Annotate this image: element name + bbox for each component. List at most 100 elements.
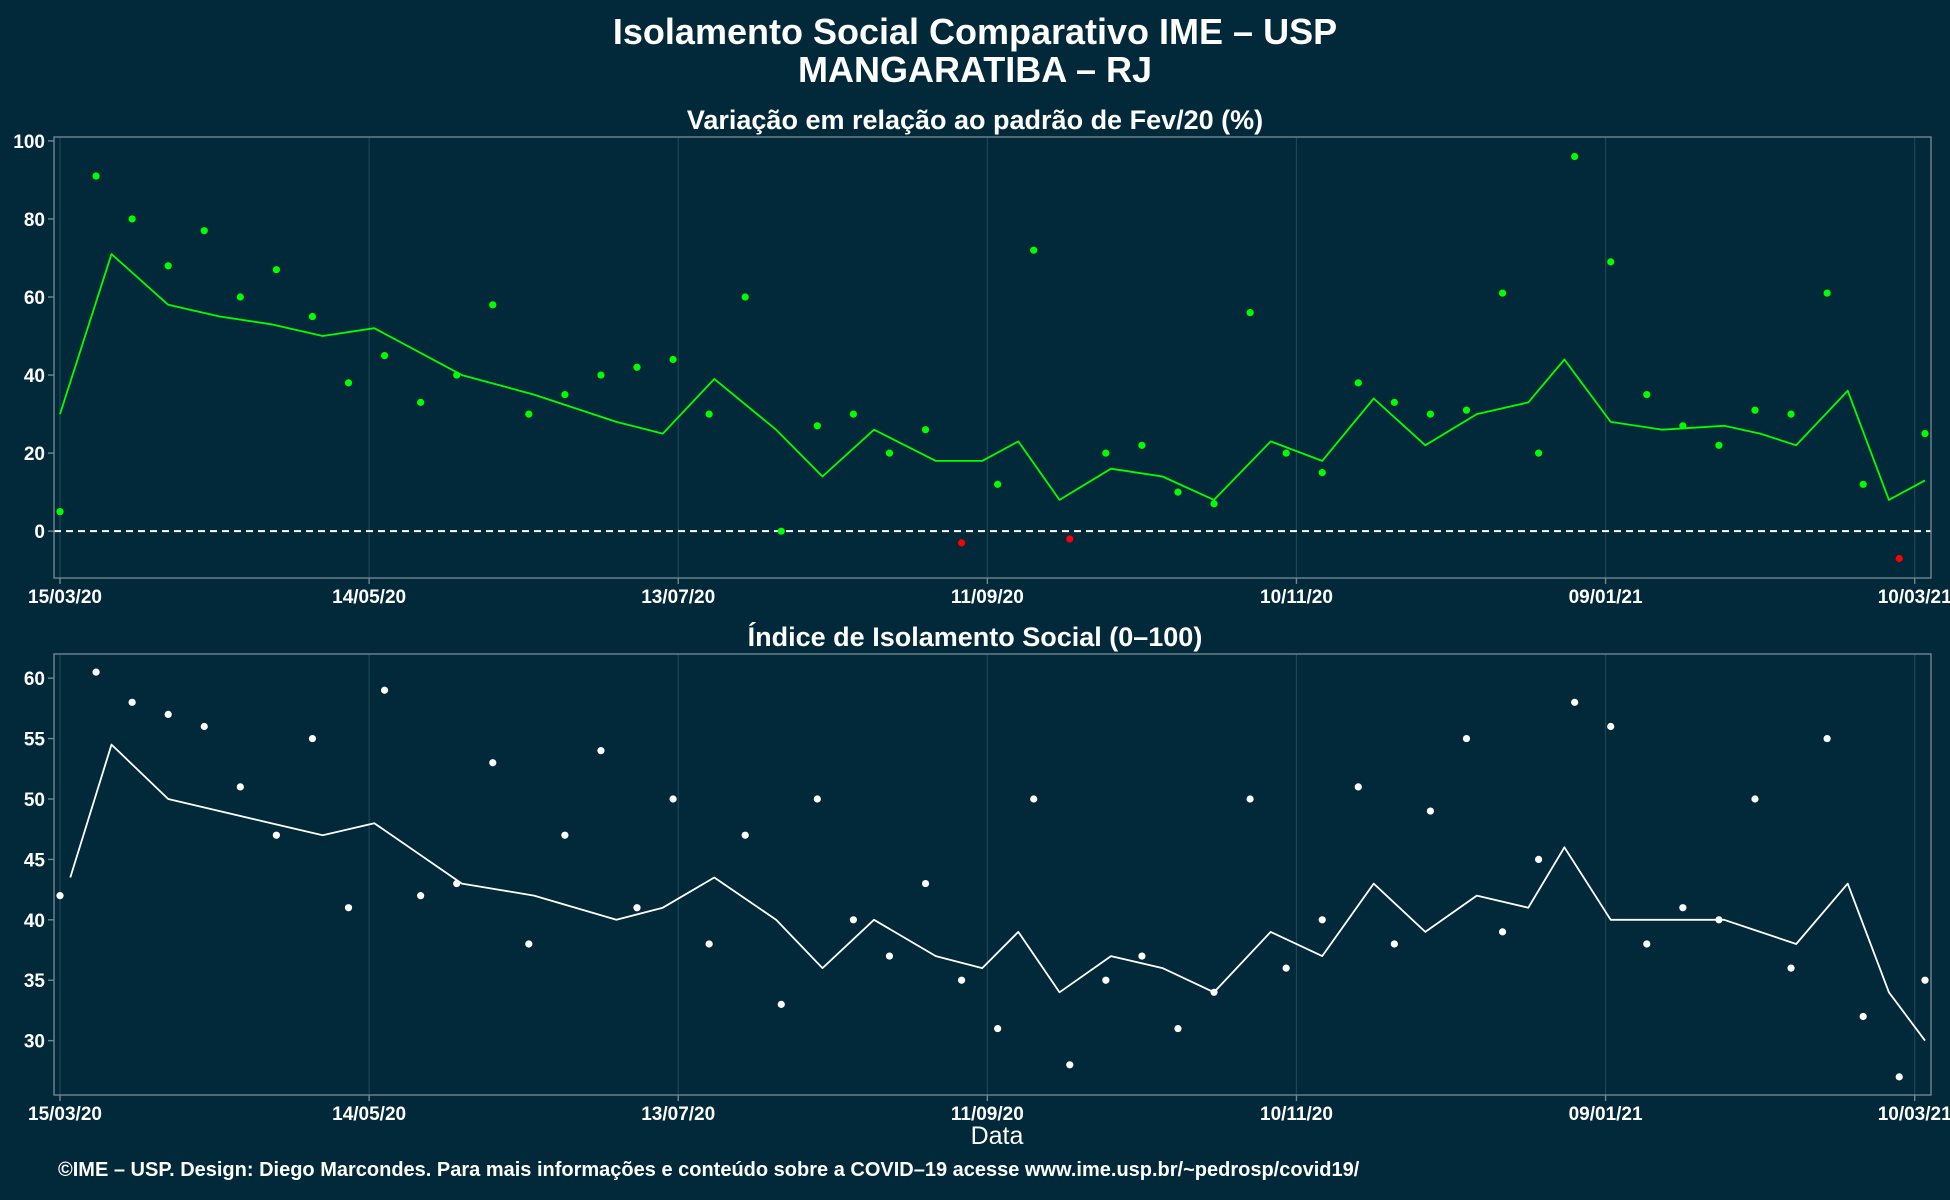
- y-tick-label: 0: [34, 522, 45, 543]
- y-tick-label: 35: [24, 971, 46, 992]
- data-point: [1066, 535, 1074, 543]
- data-point: [308, 734, 317, 743]
- data-point: [1751, 795, 1759, 803]
- data-point: [1102, 976, 1110, 984]
- x-tick-label: 10/11/20: [1260, 587, 1333, 608]
- data-point: [1895, 554, 1903, 563]
- data-point: [272, 831, 280, 839]
- data-point: [1210, 500, 1218, 508]
- moving-average-line: [59, 253, 1926, 501]
- data-point: [741, 831, 749, 839]
- data-point: [957, 539, 966, 547]
- data-point: [1462, 734, 1471, 743]
- data-point: [1426, 807, 1435, 815]
- data-point: [1390, 398, 1398, 406]
- x-tick-label: 10/03/21: [1878, 587, 1950, 608]
- chart-subtitle: MANGARATIBA – RJ: [798, 49, 1152, 90]
- data-point: [164, 710, 172, 719]
- y-tick-label: 40: [24, 911, 45, 932]
- data-point: [1535, 449, 1543, 457]
- data-point: [1643, 940, 1651, 948]
- data-point: [1390, 940, 1398, 948]
- data-point: [1895, 1073, 1903, 1081]
- data-point: [1823, 289, 1831, 297]
- data-point: [525, 940, 533, 948]
- y-tick-label: 80: [24, 210, 45, 231]
- data-point: [1174, 488, 1182, 496]
- data-point: [1607, 722, 1615, 731]
- data-point: [669, 355, 677, 364]
- data-point: [1921, 976, 1929, 984]
- x-tick-label: 15/03/20: [28, 1104, 102, 1125]
- data-point: [633, 363, 641, 371]
- data-point: [1921, 430, 1929, 438]
- data-point: [1859, 1012, 1867, 1021]
- data-point: [1282, 449, 1290, 457]
- data-point: [56, 892, 64, 900]
- data-point: [777, 527, 785, 535]
- data-point: [669, 795, 677, 803]
- x-tick-label: 11/09/20: [951, 1104, 1024, 1125]
- data-point: [489, 759, 497, 767]
- data-point: [1426, 410, 1435, 418]
- data-point: [1571, 152, 1579, 161]
- data-point: [92, 172, 100, 180]
- panel-1-title: Variação em relação ao padrão de Fev/20 …: [687, 105, 1263, 135]
- data-point: [885, 952, 894, 960]
- y-tick-label: 100: [13, 132, 45, 153]
- data-point: [561, 390, 569, 399]
- data-point: [417, 398, 425, 406]
- data-point: [380, 686, 389, 694]
- data-point: [1715, 441, 1723, 449]
- data-point: [1174, 1024, 1182, 1033]
- data-point: [1030, 795, 1038, 803]
- data-point: [1607, 258, 1615, 266]
- panel-variation: 0 20 40 60 80 100 15/03/20 14/05/20 13/07/20 11/0…: [13, 132, 1950, 608]
- y-tick-label: 60: [24, 669, 45, 690]
- data-point: [1498, 289, 1507, 297]
- data-point: [1535, 855, 1543, 863]
- credit-line: ©IME – USP. Design: Diego Marcondes. Par…: [58, 1159, 1360, 1181]
- data-point: [1282, 964, 1290, 972]
- data-point: [849, 916, 857, 924]
- data-point: [1246, 795, 1254, 803]
- data-point: [1354, 783, 1362, 791]
- data-point: [633, 904, 641, 912]
- data-point: [344, 379, 353, 387]
- data-point: [1498, 928, 1507, 936]
- x-tick-label: 09/01/21: [1569, 1104, 1643, 1125]
- data-point: [849, 410, 857, 418]
- data-point: [1354, 379, 1362, 387]
- y-tick-label: 30: [24, 1032, 45, 1053]
- data-point: [1246, 309, 1254, 317]
- y-tick-label: 60: [24, 288, 45, 309]
- y-tick-label: 45: [24, 850, 46, 871]
- data-point: [994, 1024, 1002, 1033]
- data-point: [1571, 698, 1579, 706]
- data-point: [92, 668, 100, 676]
- panel-2-title: Índice de Isolamento Social (0–100): [748, 621, 1203, 652]
- data-point: [1462, 406, 1471, 414]
- data-point: [885, 449, 894, 457]
- data-point: [1751, 406, 1759, 414]
- x-tick-label: 15/03/20: [28, 587, 102, 608]
- y-tick-label: 50: [24, 790, 45, 811]
- data-point: [1787, 964, 1795, 972]
- data-point: [128, 698, 136, 706]
- y-tick-label: 20: [24, 444, 45, 465]
- panel-isolation-index: 30 35 40 45 50 55 60 15/03/20 14/05/20 13/07/20 11…: [24, 653, 1950, 1125]
- data-point: [561, 831, 569, 839]
- data-point: [597, 747, 605, 755]
- data-point: [236, 783, 244, 791]
- data-point: [994, 480, 1002, 488]
- data-point: [272, 266, 280, 274]
- data-point: [921, 879, 930, 888]
- x-tick-label: 10/11/20: [1260, 1104, 1333, 1125]
- data-point: [1859, 480, 1867, 488]
- data-point: [1679, 904, 1687, 912]
- panel-border: [53, 136, 1932, 579]
- data-point: [525, 410, 533, 418]
- data-point: [200, 227, 208, 235]
- data-point: [1823, 734, 1831, 743]
